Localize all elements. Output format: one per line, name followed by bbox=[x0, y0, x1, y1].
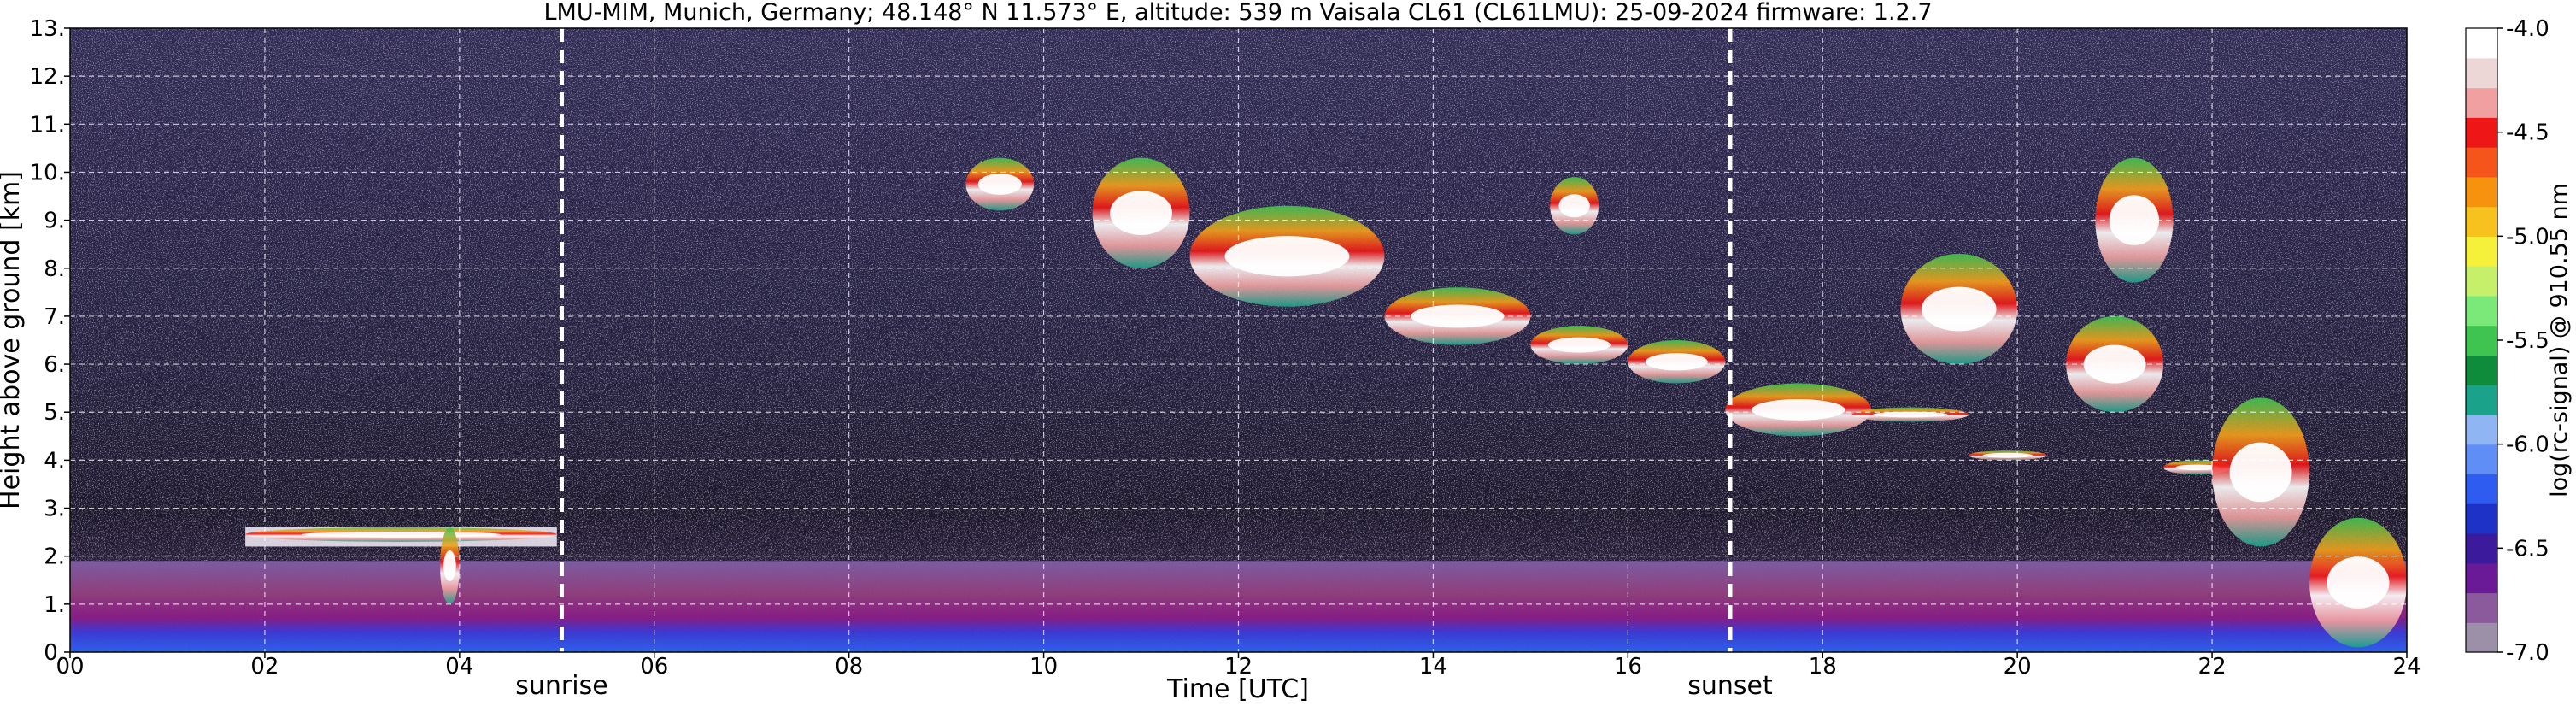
cloud-core bbox=[1922, 286, 1997, 332]
colorbar-tick-label: -6.5 bbox=[2506, 536, 2550, 562]
colorbar-segment bbox=[2466, 28, 2497, 59]
cloud-core bbox=[1982, 452, 2033, 458]
cloud-core bbox=[1752, 399, 1845, 421]
y-tick-label: 12. bbox=[30, 64, 65, 90]
cloud-core bbox=[301, 532, 502, 538]
colorbar-segment bbox=[2466, 176, 2497, 208]
colorbar-segment bbox=[2466, 87, 2497, 118]
colorbar-segment bbox=[2466, 266, 2497, 297]
cloud-core bbox=[2327, 556, 2390, 609]
sunset-label: sunset bbox=[1687, 671, 1773, 701]
x-tick-label: 00 bbox=[56, 654, 84, 680]
cloud-core bbox=[443, 550, 456, 581]
x-tick-label: 16 bbox=[1614, 654, 1642, 680]
chart-title: LMU-MIM, Munich, Germany; 48.148° N 11.5… bbox=[543, 0, 1932, 26]
colorbar-segment bbox=[2466, 147, 2497, 178]
cloud-core bbox=[1110, 191, 1173, 236]
colorbar-segment bbox=[2466, 385, 2497, 415]
colorbar-segment bbox=[2466, 236, 2497, 267]
y-tick-label: 5. bbox=[44, 400, 65, 426]
cloud-core bbox=[2175, 464, 2220, 471]
x-tick-label: 06 bbox=[640, 654, 668, 680]
colorbar-segment bbox=[2466, 532, 2497, 564]
colorbar-segment bbox=[2466, 414, 2497, 445]
cloud-core bbox=[2109, 195, 2160, 245]
x-tick-label: 12 bbox=[1224, 654, 1253, 680]
y-tick-label: 7. bbox=[44, 304, 65, 330]
colorbar-segment bbox=[2466, 474, 2497, 504]
y-tick-label: 11. bbox=[30, 112, 65, 138]
colorbar-segment bbox=[2466, 295, 2497, 327]
x-tick-label: 18 bbox=[1809, 654, 1837, 680]
colorbar-tick-label: -5.0 bbox=[2506, 224, 2550, 250]
y-tick-label: 6. bbox=[44, 352, 65, 378]
colorbar: -4.0 -4.5 -5.0 -5.5 -6.0 -6.5 -7.0 bbox=[2465, 16, 2550, 666]
cloud-core bbox=[977, 174, 1022, 195]
x-axis-label: Time [UTC] bbox=[1166, 674, 1309, 704]
cloud-core bbox=[2083, 344, 2146, 384]
x-tick-label: 02 bbox=[250, 654, 279, 680]
x-tick-label: 20 bbox=[2004, 654, 2032, 680]
colorbar-tick-label: -6.0 bbox=[2506, 432, 2550, 458]
plot-area bbox=[70, 28, 2407, 652]
cloud-core bbox=[1547, 337, 1611, 353]
y-tick-label: 9. bbox=[44, 209, 65, 234]
colorbar-segment bbox=[2466, 355, 2497, 385]
y-tick-label: 10. bbox=[30, 160, 65, 185]
colorbar-tick-label: -4.0 bbox=[2506, 16, 2550, 42]
colorbar-segment bbox=[2466, 444, 2497, 475]
x-tick-label: 10 bbox=[1030, 654, 1058, 680]
colorbar-segment bbox=[2466, 206, 2497, 237]
y-tick-label: 13. bbox=[30, 16, 65, 42]
x-tick-label: 14 bbox=[1419, 654, 1447, 680]
colorbar-segment bbox=[2466, 622, 2497, 653]
y-tick-label: 2. bbox=[44, 544, 65, 570]
colorbar-tick-label: -7.0 bbox=[2506, 640, 2550, 666]
colorbar-segment bbox=[2466, 503, 2497, 534]
colorbar-segment bbox=[2466, 562, 2497, 594]
y-tick-label: 4. bbox=[44, 448, 65, 474]
colorbar-segment bbox=[2466, 57, 2497, 89]
cloud-core bbox=[1224, 236, 1350, 277]
x-tick-label: 24 bbox=[2392, 654, 2421, 680]
colorbar-segment bbox=[2466, 117, 2497, 148]
y-tick-label: 1. bbox=[44, 592, 65, 618]
cloud-core bbox=[2229, 442, 2292, 503]
cloud-core bbox=[1558, 194, 1590, 218]
sunrise-label: sunrise bbox=[515, 671, 607, 701]
y-axis-label: Height above ground [km] bbox=[0, 171, 26, 509]
cloud-core bbox=[1873, 411, 1948, 418]
x-tick-label: 04 bbox=[445, 654, 473, 680]
y-tick-label: 3. bbox=[44, 497, 65, 522]
colorbar-segment bbox=[2466, 592, 2497, 623]
colorbar-tick-label: -5.5 bbox=[2506, 328, 2550, 354]
colorbar-tick-label: -4.5 bbox=[2506, 121, 2550, 146]
x-tick-label: 22 bbox=[2198, 654, 2227, 680]
colorbar-segment bbox=[2466, 325, 2497, 356]
y-tick-label: 0. bbox=[44, 640, 65, 666]
x-tick-label: 08 bbox=[835, 654, 863, 680]
y-tick-label: 8. bbox=[44, 256, 65, 282]
cloud-core bbox=[1645, 353, 1708, 371]
colorbar-label: log(rc-signal) @ 910.55 nm bbox=[2546, 183, 2573, 497]
cloud-core bbox=[1411, 304, 1505, 328]
